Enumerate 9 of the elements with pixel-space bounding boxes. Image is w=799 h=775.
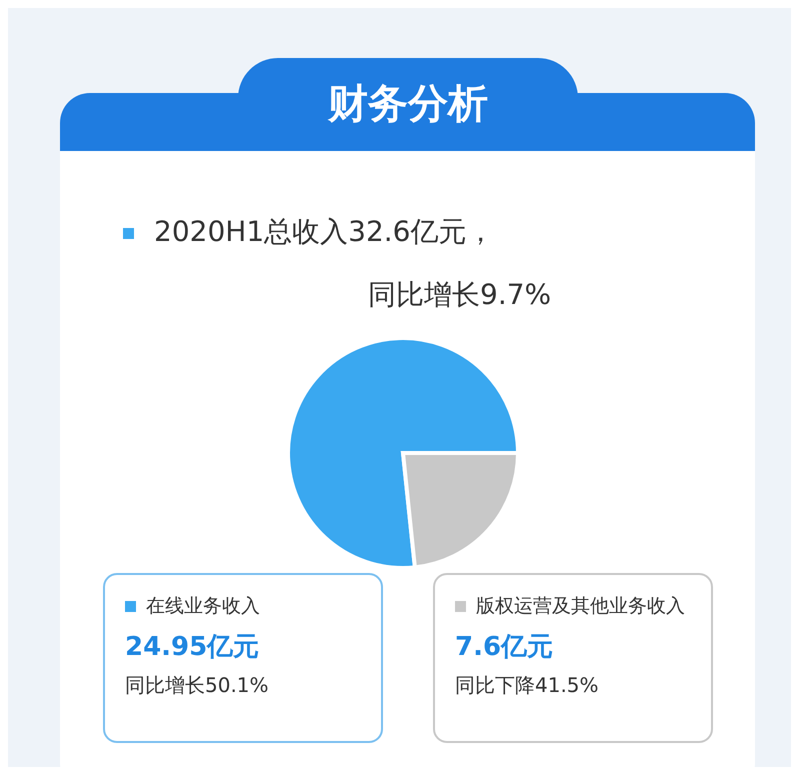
data-label: 24.95亿元: [125, 631, 260, 664]
chart-title: 财务分析: [238, 58, 578, 148]
text: 同比下降41.5%: [455, 672, 600, 699]
text: 同比增长50.1%: [125, 672, 270, 699]
text: 同比增长9.7%: [368, 277, 552, 313]
data-label: 7.6亿元: [455, 631, 554, 664]
legend-label: 在线业务收入: [146, 594, 260, 619]
legend-label: 版权运营及其他业务收入: [476, 594, 685, 619]
chart-subtitle: 2020H1总收入32.6亿元，: [153, 214, 494, 250]
